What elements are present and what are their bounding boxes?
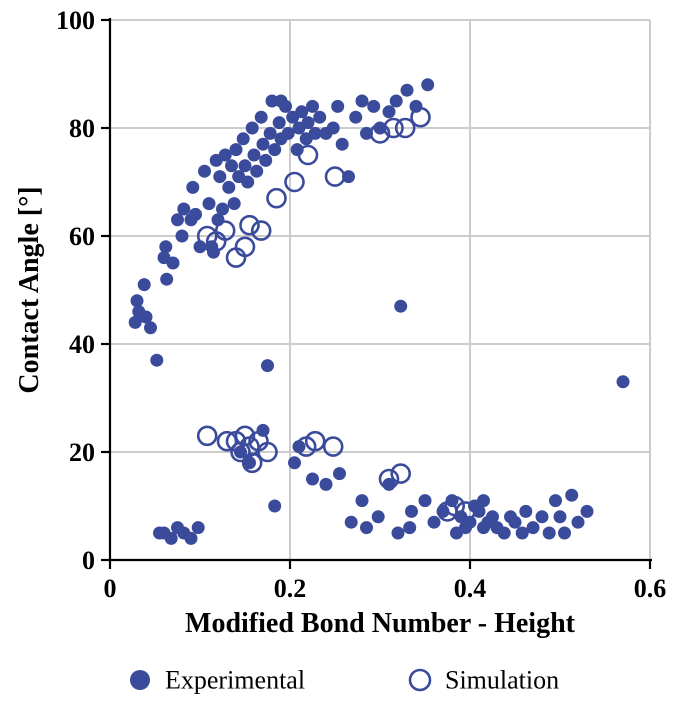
data-point-experimental — [403, 521, 416, 534]
legend-label-experimental: Experimental — [165, 665, 305, 694]
data-point-experimental — [189, 208, 202, 221]
y-tick-label: 40 — [69, 330, 95, 359]
data-point-experimental — [390, 95, 403, 108]
data-point-experimental — [198, 165, 211, 178]
data-point-experimental — [248, 149, 261, 162]
data-point-experimental — [428, 516, 441, 529]
data-point-experimental — [313, 111, 326, 124]
data-point-experimental — [477, 494, 490, 507]
data-point-experimental — [519, 505, 532, 518]
legend-label-simulation: Simulation — [445, 665, 559, 694]
data-point-experimental — [331, 100, 344, 113]
data-point-experimental — [509, 516, 522, 529]
data-point-experimental — [405, 505, 418, 518]
data-point-experimental — [394, 300, 407, 313]
data-point-experimental — [367, 100, 380, 113]
data-point-experimental — [216, 203, 229, 216]
data-point-experimental — [617, 375, 630, 388]
y-tick-label: 80 — [69, 114, 95, 143]
data-point-experimental — [302, 116, 315, 129]
x-tick-label: 0.4 — [454, 574, 487, 603]
data-point-experimental — [527, 521, 540, 534]
data-point-experimental — [543, 527, 556, 540]
data-point-experimental — [336, 138, 349, 151]
data-point-experimental — [498, 527, 511, 540]
data-point-experimental — [349, 111, 362, 124]
x-tick-label: 0.6 — [634, 574, 667, 603]
y-tick-label: 20 — [69, 438, 95, 467]
x-tick-label: 0.2 — [274, 574, 307, 603]
data-point-experimental — [392, 527, 405, 540]
data-point-experimental — [228, 197, 241, 210]
data-point-experimental — [225, 159, 238, 172]
data-point-experimental — [360, 521, 373, 534]
data-point-experimental — [257, 138, 270, 151]
scatter-chart: 0 0.2 0.4 0.6 0 20 40 60 80 100 Modified Bond Numb… — [0, 0, 685, 717]
data-point-experimental — [565, 489, 578, 502]
x-axis-title: Modified Bond Number - Height — [185, 608, 576, 639]
data-point-experimental — [237, 132, 250, 145]
legend-symbol-experimental — [130, 670, 150, 690]
data-point-experimental — [333, 467, 346, 480]
y-tick-label: 0 — [82, 546, 95, 575]
data-point-experimental — [383, 105, 396, 118]
data-point-experimental — [159, 240, 172, 253]
data-point-experimental — [320, 478, 333, 491]
data-point-experimental — [421, 78, 434, 91]
data-point-experimental — [306, 100, 319, 113]
data-point-experimental — [222, 181, 235, 194]
data-point-experimental — [230, 143, 243, 156]
data-point-experimental — [536, 510, 549, 523]
y-tick-label: 100 — [56, 6, 95, 35]
data-point-experimental — [273, 116, 286, 129]
data-point-experimental — [239, 159, 252, 172]
data-point-experimental — [356, 95, 369, 108]
data-point-experimental — [167, 257, 180, 270]
data-point-experimental — [241, 176, 254, 189]
data-point-experimental — [213, 170, 226, 183]
data-point-experimental — [138, 278, 151, 291]
data-point-experimental — [192, 521, 205, 534]
y-tick-label: 60 — [69, 222, 95, 251]
data-point-experimental — [327, 122, 340, 135]
data-point-experimental — [306, 473, 319, 486]
data-point-experimental — [549, 494, 562, 507]
data-point-experimental — [160, 273, 173, 286]
data-point-experimental — [558, 527, 571, 540]
data-point-experimental — [288, 456, 301, 469]
data-point-experimental — [356, 494, 369, 507]
data-point-experimental — [176, 230, 189, 243]
data-point-experimental — [185, 532, 198, 545]
data-point-experimental — [255, 111, 268, 124]
data-point-experimental — [419, 494, 432, 507]
x-tick-label: 0 — [104, 574, 117, 603]
data-point-experimental — [144, 321, 157, 334]
data-point-experimental — [186, 181, 199, 194]
data-point-experimental — [259, 154, 272, 167]
data-point-experimental — [268, 500, 281, 513]
data-point-experimental — [203, 197, 216, 210]
data-point-experimental — [581, 505, 594, 518]
data-point-experimental — [572, 516, 585, 529]
data-point-experimental — [554, 510, 567, 523]
data-point-experimental — [150, 354, 163, 367]
data-point-experimental — [261, 359, 274, 372]
data-point-experimental — [246, 122, 259, 135]
data-point-experimental — [279, 100, 292, 113]
data-point-experimental — [131, 294, 144, 307]
data-point-experimental — [372, 510, 385, 523]
data-point-experimental — [250, 165, 263, 178]
y-axis-title: Contact Angle [°] — [14, 186, 45, 393]
data-point-experimental — [177, 203, 190, 216]
data-point-experimental — [345, 516, 358, 529]
data-point-experimental — [401, 84, 414, 97]
